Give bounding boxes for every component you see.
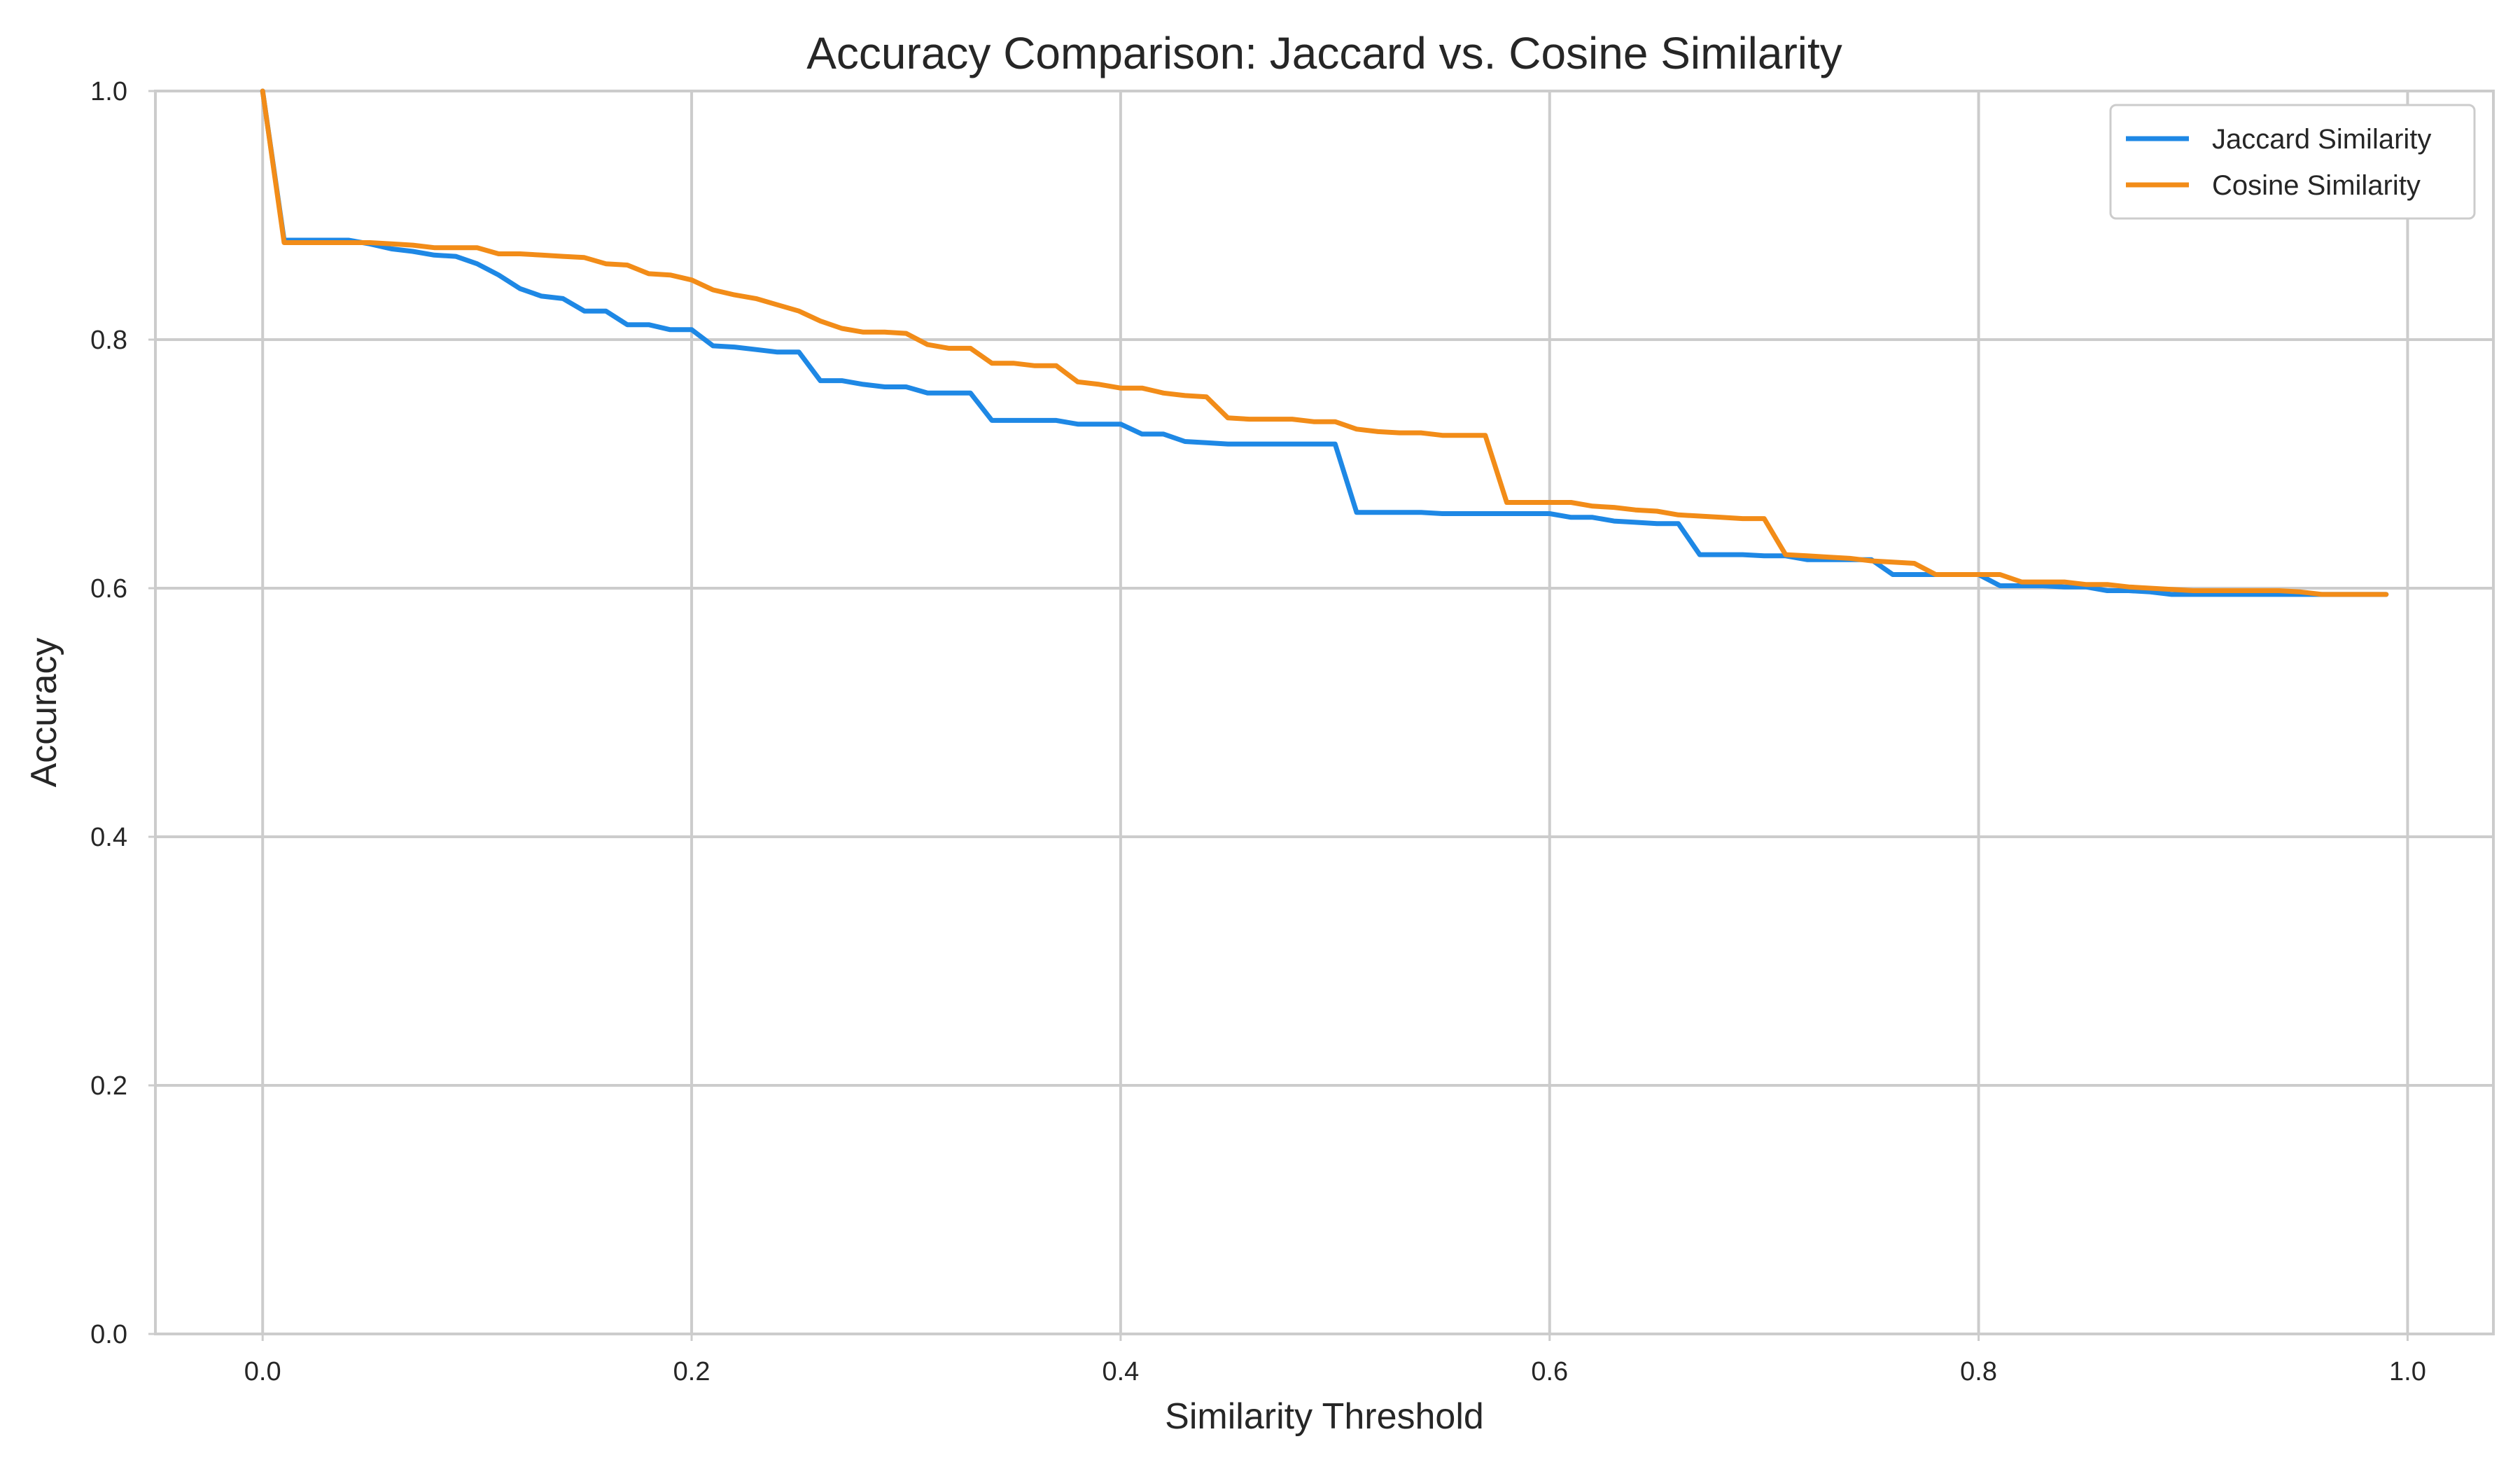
legend-label: Jaccard Similarity <box>2212 124 2431 155</box>
x-tick-label: 0.4 <box>1102 1357 1139 1386</box>
series-lines <box>260 88 2389 597</box>
chart-title: Accuracy Comparison: Jaccard vs. Cosine … <box>806 28 1842 78</box>
y-tick-label: 0.2 <box>90 1071 127 1101</box>
x-tick-label: 1.0 <box>2389 1357 2426 1386</box>
x-tick-label: 0.8 <box>1960 1357 1997 1386</box>
y-tick-label: 0.0 <box>90 1320 127 1349</box>
y-tick-label: 0.6 <box>90 574 127 604</box>
y-tick-label: 1.0 <box>90 77 127 106</box>
y-tick-label: 0.8 <box>90 326 127 355</box>
series-line-cosine <box>260 88 2389 597</box>
x-tick-label: 0.2 <box>673 1357 710 1386</box>
plot-frame <box>154 90 2495 1335</box>
y-axis-label: Accuracy <box>24 638 64 788</box>
x-tick-label: 0.0 <box>244 1357 281 1386</box>
x-axis-label: Similarity Threshold <box>1165 1396 1484 1437</box>
x-tick-label: 0.6 <box>1531 1357 1568 1386</box>
legend-label: Cosine Similarity <box>2212 170 2421 201</box>
ticks: 0.0 0.2 0.4 0.6 0.8 1.0 0.0 0.2 0.4 0.6 0.8 1.0 <box>90 77 2426 1386</box>
legend-box <box>2109 104 2476 220</box>
y-tick-label: 0.4 <box>90 823 127 852</box>
series-line-jaccard <box>260 88 2389 597</box>
legend: Jaccard Similarity Cosine Similarity <box>2109 104 2476 220</box>
